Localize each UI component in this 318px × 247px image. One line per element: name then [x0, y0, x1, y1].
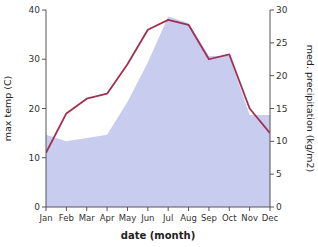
x-tick: [270, 207, 271, 211]
y2-tick-label: 25: [276, 38, 287, 48]
y-tick-label: 10: [29, 153, 41, 163]
x-tick-label: Jan: [38, 213, 52, 223]
y2-tick: [270, 141, 274, 142]
line: [46, 20, 270, 153]
x-tick: [188, 207, 189, 211]
y-tick-label: 40: [29, 5, 41, 15]
y2-tick-label: 20: [276, 71, 288, 81]
y-tick-label: 0: [34, 202, 40, 212]
y-axis-label: max temp (C): [2, 76, 13, 142]
y2-tick-label: 10: [276, 136, 288, 146]
y-tick-label: 30: [29, 54, 41, 64]
x-tick: [168, 207, 169, 211]
x-axis-label: date (month): [121, 230, 195, 241]
chart: 0 10 20 30 40 0 5 10 15 20 25 30 Jan Feb Mar Apr MayJun J…: [0, 0, 318, 247]
x-tick: [229, 207, 230, 211]
x-tick: [86, 207, 87, 211]
y2-tick: [270, 108, 274, 109]
x-tick-label: Aug: [180, 213, 197, 223]
x-tick: [249, 207, 250, 211]
x-tick: [46, 207, 47, 211]
y2-tick: [270, 174, 274, 175]
x-tick: [107, 207, 108, 211]
y2-tick-label: 30: [276, 5, 288, 15]
x-tick-label: Mar: [79, 213, 96, 223]
x-tick-label: Apr: [100, 213, 115, 223]
x-tick: [127, 207, 128, 211]
x-tick-label: Jul: [162, 213, 173, 223]
y2-tick-label: 0: [276, 202, 282, 212]
y2-tick-label: 5: [276, 169, 282, 179]
x-tick-label: Jun: [140, 213, 154, 223]
x-tick-label: Oct: [222, 213, 237, 223]
y2-tick: [270, 42, 274, 43]
x-tick-label: Feb: [59, 213, 74, 223]
x-tick: [208, 207, 209, 211]
y2-tick: [270, 207, 274, 208]
y-tick: [42, 10, 46, 11]
y2-axis-label: med. precipitation (kg/m2): [305, 45, 316, 172]
y2-tick: [270, 10, 274, 11]
y-tick: [42, 157, 46, 158]
x-tick-label: May: [119, 213, 137, 223]
y-tick: [42, 207, 46, 208]
y2-tick-label: 15: [276, 104, 287, 114]
y-tick: [42, 59, 46, 60]
y-tick: [42, 108, 46, 109]
x-tick: [66, 207, 67, 211]
x-axis: [46, 207, 270, 208]
x-tick-label: Nov: [241, 213, 258, 223]
y2-tick: [270, 75, 274, 76]
x-tick: [147, 207, 148, 211]
y-tick-label: 20: [29, 104, 41, 114]
area: [46, 17, 270, 207]
plot-area: [46, 17, 270, 207]
x-tick-label: Sep: [201, 213, 217, 223]
x-tick-label: Dec: [262, 213, 279, 223]
